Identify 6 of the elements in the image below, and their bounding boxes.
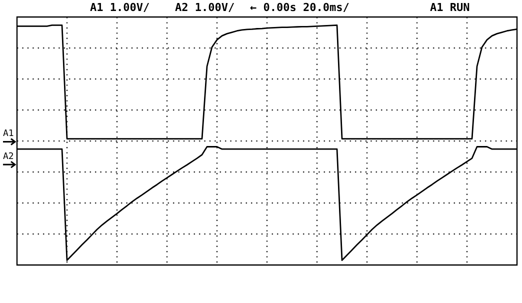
text: ← 0.00s 20.0ms/ <box>250 0 350 14</box>
legend-label: A2 <box>3 152 14 162</box>
text: A1 RUN <box>430 0 470 14</box>
text: A1 1.00V/ <box>90 0 150 14</box>
text: A1 <box>3 129 14 140</box>
text: A2 1.00V/ <box>175 0 235 14</box>
